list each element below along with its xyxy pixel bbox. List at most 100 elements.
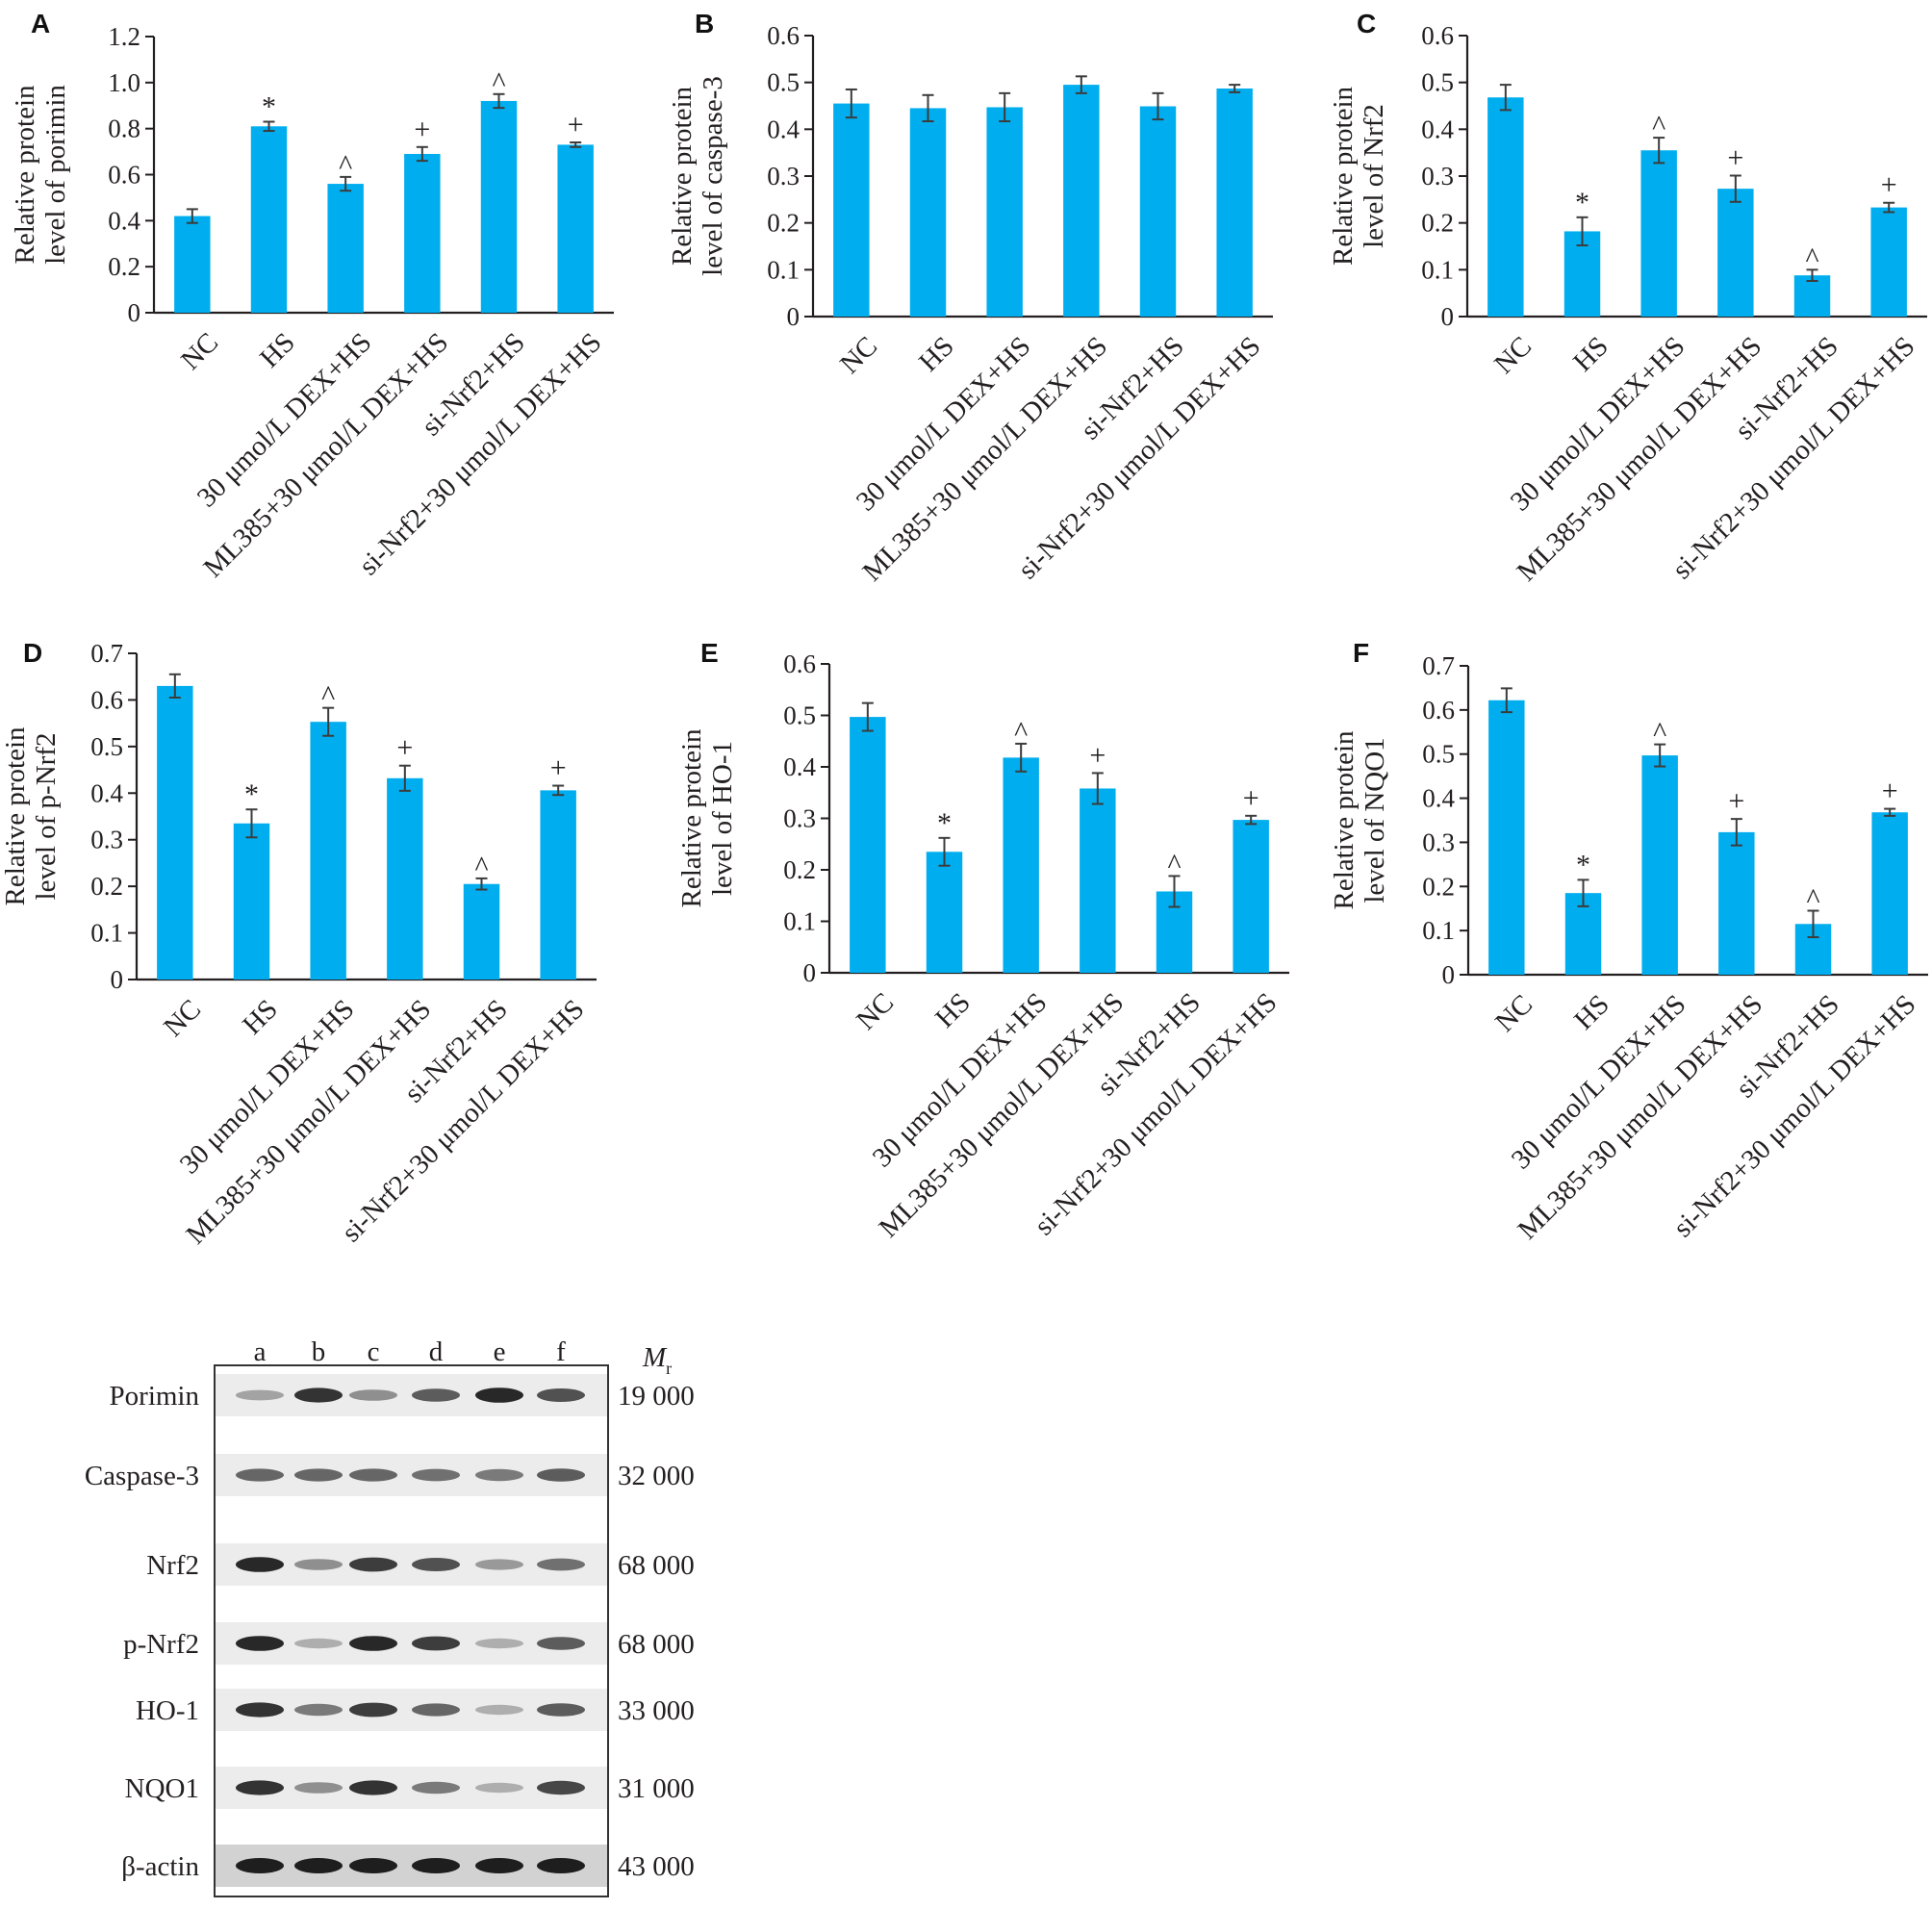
y-tick-label: 0 — [1442, 960, 1456, 989]
band — [349, 1389, 397, 1401]
chart-panel-b: B 0 0.1 0.2 0.3 0.4 0.5 0.6 Relative proteinleve… — [667, 9, 1273, 587]
protein-label: β-actin — [121, 1851, 199, 1882]
band — [412, 1388, 460, 1402]
y-tick-label: 0.3 — [783, 804, 816, 833]
band — [236, 1702, 284, 1718]
y-tick-label: 0.4 — [1421, 115, 1454, 143]
mr-header-main: M — [642, 1342, 668, 1373]
chart-panel-c: C 0 0.1 0.2 0.3 0.4 0.5 0.6 Relative proteinleve… — [1328, 9, 1927, 587]
y-tick-label: 0 — [128, 298, 141, 327]
significance-mark: ^ — [1167, 848, 1181, 879]
significance-mark: + — [1881, 169, 1897, 201]
x-category-label: HS — [1567, 331, 1614, 378]
band — [475, 1387, 523, 1403]
band — [236, 1858, 284, 1873]
significance-mark: ^ — [1652, 110, 1665, 141]
significance-mark: * — [1576, 849, 1590, 880]
band — [236, 1389, 284, 1401]
bar-3 — [1641, 755, 1678, 975]
band — [294, 1782, 343, 1794]
panel-letter: B — [695, 9, 714, 38]
band — [294, 1387, 343, 1403]
bar-1 — [833, 103, 870, 317]
band — [537, 1703, 585, 1717]
significance-mark: ^ — [339, 149, 352, 181]
y-tick-label: 0.5 — [1421, 68, 1454, 97]
bar-4 — [1063, 85, 1100, 317]
significance-mark: + — [414, 114, 430, 145]
y-tick-label: 0.2 — [1422, 872, 1455, 901]
y-tick-label: 0.6 — [767, 21, 800, 50]
y-tick-label: 0 — [803, 958, 817, 987]
bar-2 — [250, 126, 288, 313]
band — [412, 1468, 460, 1482]
band — [236, 1468, 284, 1482]
band — [236, 1557, 284, 1572]
lane-label: b — [312, 1336, 326, 1367]
significance-mark: * — [262, 90, 276, 122]
y-tick-label: 0 — [787, 302, 801, 331]
band — [475, 1704, 523, 1716]
y-axis-label-line: Relative protein — [667, 86, 698, 266]
mr-value: 68 000 — [618, 1629, 695, 1660]
y-tick-label: 0.5 — [783, 701, 816, 730]
y-axis-label-line: Relative protein — [1328, 86, 1359, 266]
band — [412, 1858, 460, 1873]
mr-value: 19 000 — [618, 1381, 695, 1412]
band — [349, 1636, 397, 1651]
y-tick-label: 0.3 — [90, 826, 123, 854]
y-tick-label: 0.3 — [767, 162, 800, 191]
y-tick-label: 0.2 — [1421, 209, 1454, 238]
mr-header: Mr — [642, 1342, 672, 1378]
y-tick-label: 0.1 — [90, 919, 123, 948]
y-axis-label-line: level of Nrf2 — [1359, 104, 1389, 248]
y-tick-label: 0.3 — [1421, 162, 1454, 191]
y-axis-label: Relative proteinlevel of caspase-3 — [667, 76, 728, 276]
x-category-label: NC — [158, 994, 207, 1043]
bar-4 — [1718, 831, 1755, 975]
y-axis-label: Relative proteinlevel of NQO1 — [1329, 730, 1390, 910]
y-tick-label: 0.2 — [783, 855, 816, 884]
y-tick-label: 0.6 — [90, 685, 123, 714]
bar-4 — [387, 777, 423, 980]
panel-letter: D — [23, 638, 42, 668]
y-tick-label: 0.1 — [1422, 916, 1455, 945]
band — [349, 1468, 397, 1482]
panel-letter: C — [1357, 9, 1376, 38]
y-axis-label: Relative proteinlevel of Nrf2 — [1328, 86, 1389, 266]
band — [475, 1468, 523, 1482]
bar-1 — [1488, 700, 1525, 975]
significance-mark: + — [1089, 739, 1106, 771]
band — [294, 1559, 343, 1570]
bar-1 — [157, 685, 193, 980]
y-tick-label: 0.2 — [108, 252, 140, 281]
x-category-label: NC — [1489, 989, 1538, 1038]
lane-label: c — [368, 1336, 380, 1367]
mr-value: 33 000 — [618, 1695, 695, 1726]
mr-value: 31 000 — [618, 1773, 695, 1804]
significance-mark: ^ — [321, 680, 335, 712]
chart-panel-f: F 0 0.1 0.2 0.3 0.4 0.5 0.6 0.7 Relative proteinl… — [1329, 638, 1928, 1245]
y-tick-label: 0.4 — [1422, 784, 1455, 813]
significance-mark: ^ — [474, 851, 488, 882]
y-tick-label: 0.5 — [767, 68, 800, 97]
band — [349, 1702, 397, 1718]
bar-1 — [850, 717, 886, 973]
western-blot-group: a b c d e f Mr Porimin 19 000 Caspase-3 32 000 Nrf2… — [85, 1336, 695, 1897]
y-tick-label: 0.3 — [1422, 827, 1455, 856]
band — [294, 1703, 343, 1717]
chart-panel-a: A 0 0.2 0.4 0.6 0.8 1.0 1.2 Relative proteinleve… — [10, 9, 614, 583]
y-tick-label: 0 — [1441, 302, 1455, 331]
band — [412, 1781, 460, 1794]
band — [412, 1636, 460, 1651]
band — [412, 1703, 460, 1717]
bar-4 — [1080, 788, 1116, 973]
significance-mark: + — [1727, 142, 1743, 174]
y-axis-label-line: level of NQO1 — [1360, 737, 1390, 903]
y-axis-label-line: Relative protein — [1329, 730, 1360, 910]
band — [537, 1858, 585, 1873]
y-tick-label: 0.8 — [108, 115, 140, 143]
bar-3 — [1003, 757, 1039, 973]
panel-letter: A — [31, 9, 50, 38]
